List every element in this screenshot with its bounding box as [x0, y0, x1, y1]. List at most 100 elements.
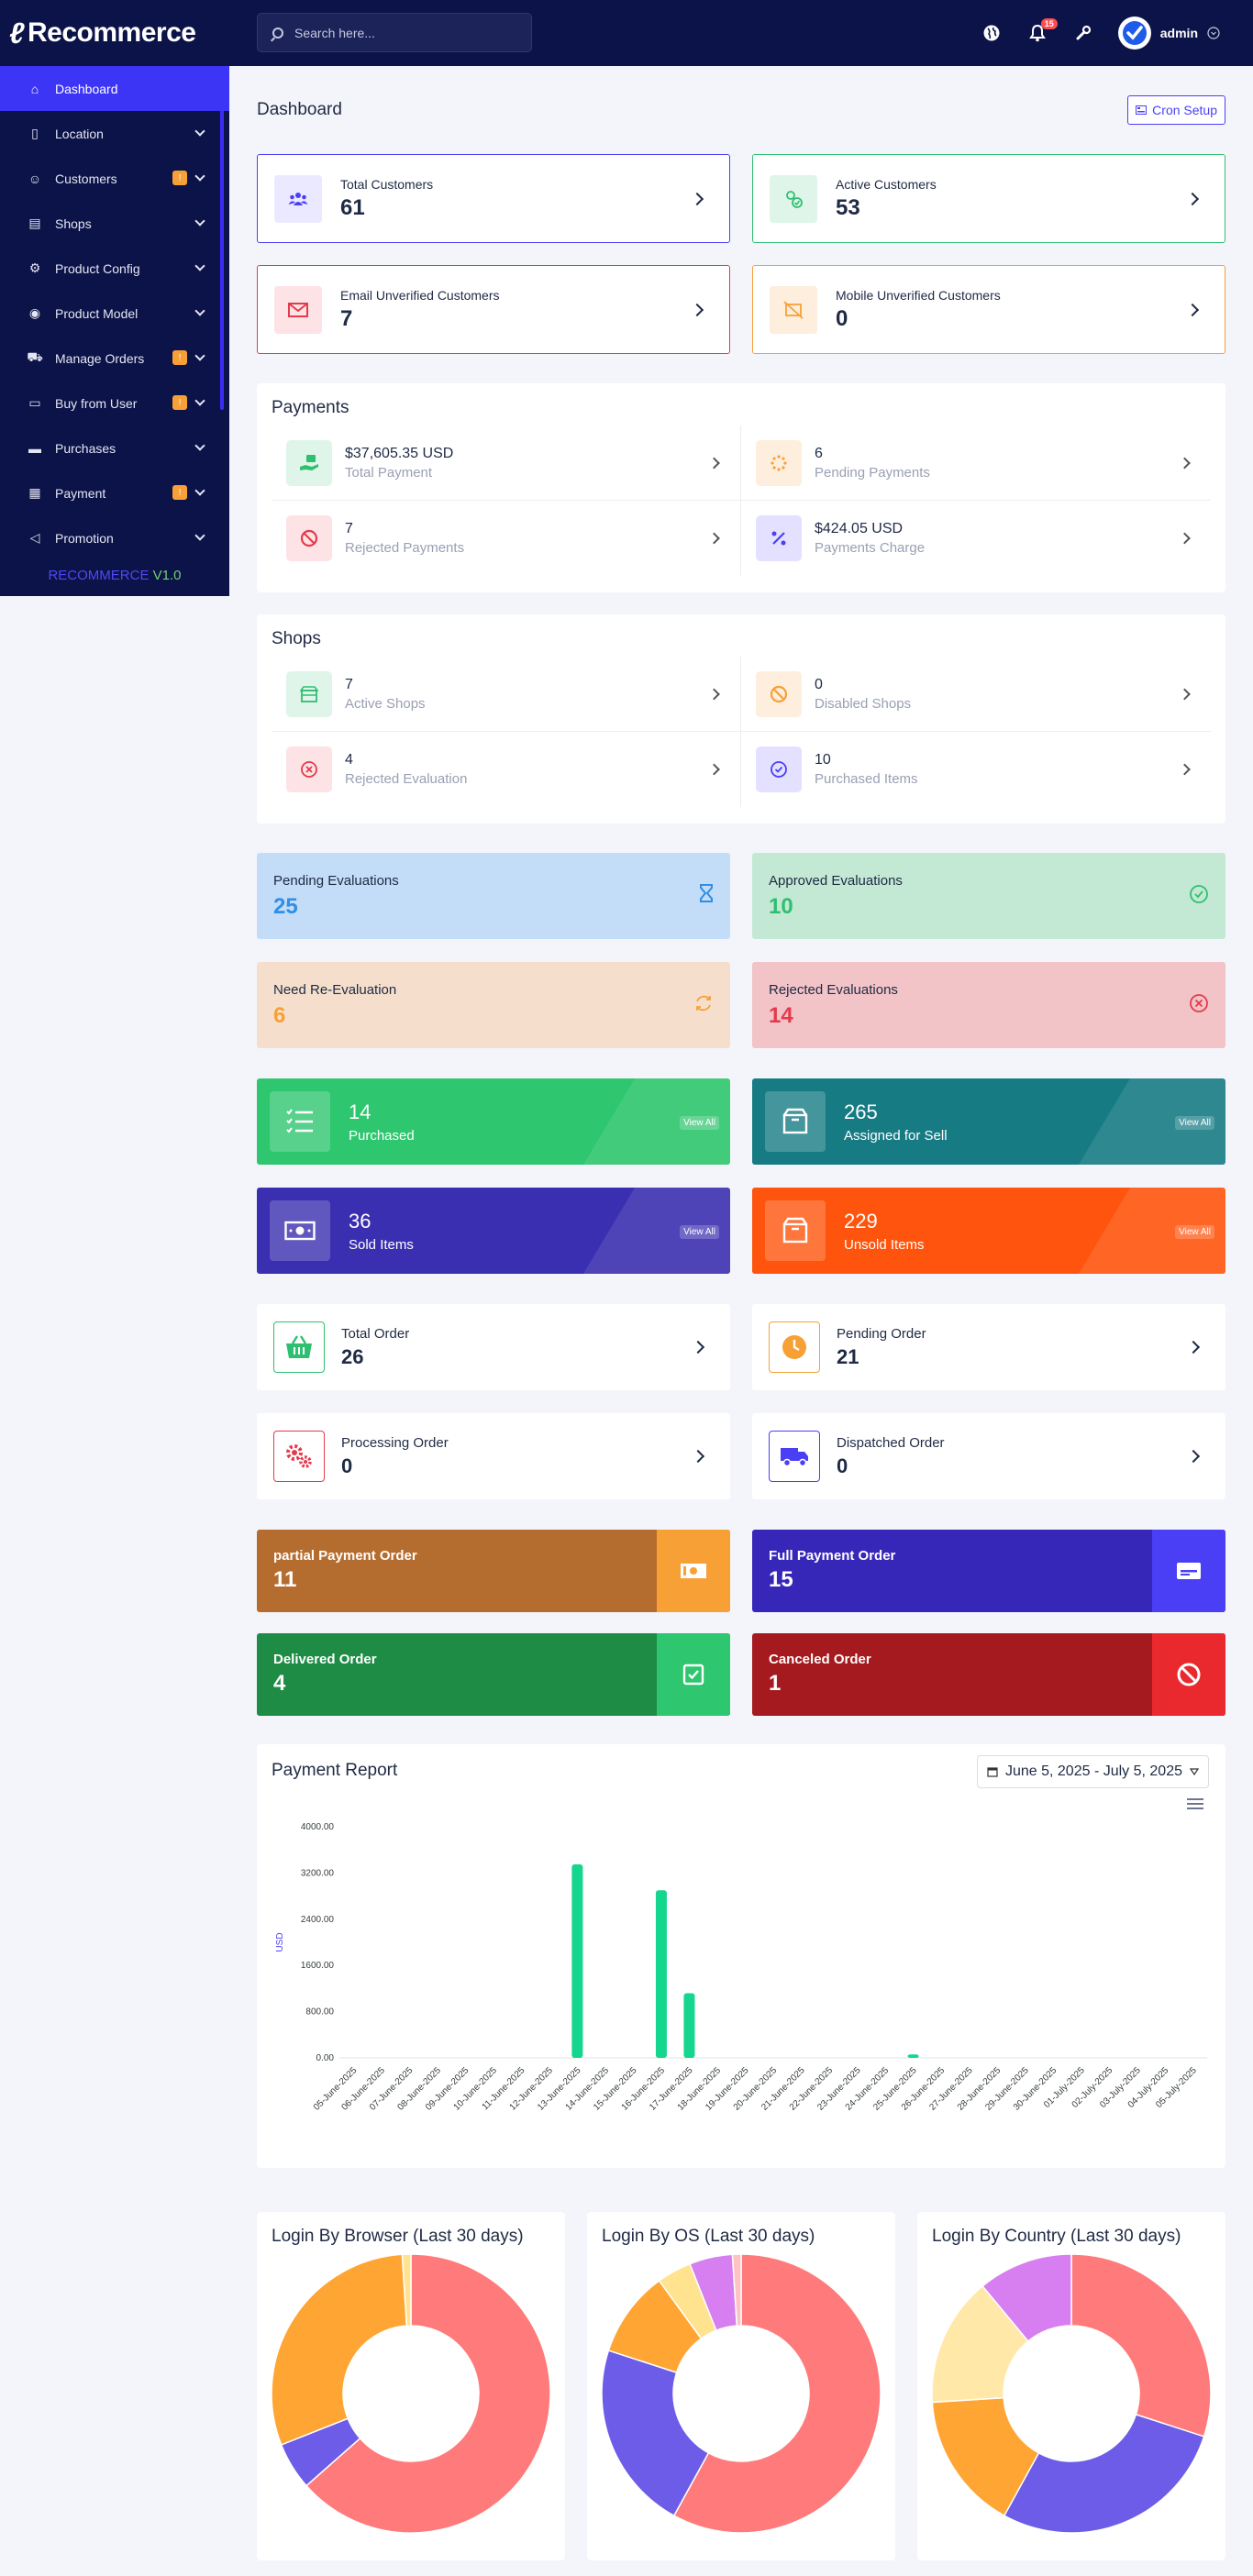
megaphone-icon: ◁ — [29, 530, 40, 545]
globe-icon[interactable] — [981, 22, 1003, 44]
y-tick-label: 0.00 — [316, 2053, 335, 2063]
chevron-right-icon — [691, 1340, 705, 1354]
order-status-card-delivered-order[interactable]: Delivered Order 4 — [257, 1633, 730, 1716]
order-card-total-order[interactable]: Total Order 26 — [257, 1304, 730, 1390]
card-label: Full Payment Order — [769, 1548, 896, 1564]
card-value: 10 — [769, 894, 793, 919]
item-label: Rejected Evaluation — [345, 771, 468, 787]
notification-bell-icon[interactable]: 15 — [1026, 18, 1058, 44]
donut-slice — [672, 2254, 881, 2533]
card-icon — [1152, 1530, 1225, 1612]
chart-menu-icon[interactable] — [1187, 1797, 1203, 1810]
items-card-purchased[interactable]: 14 Purchased View All — [257, 1078, 730, 1165]
ban-icon — [286, 515, 332, 561]
evaluation-card-rejected-evaluations[interactable]: Rejected Evaluations 14 — [752, 962, 1225, 1048]
wrench-icon[interactable] — [1072, 22, 1094, 44]
sidebar-item-customers[interactable]: ☺ Customers! — [0, 156, 229, 201]
evaluation-card-approved-evaluations[interactable]: Approved Evaluations 10 — [752, 853, 1225, 939]
payments-item-total-payment[interactable]: $37,605.35 USD Total Payment — [272, 426, 741, 501]
hand-money-icon — [286, 439, 332, 486]
shops-item-active-shops[interactable]: 7 Active Shops — [272, 657, 741, 732]
search-box[interactable] — [257, 13, 532, 52]
payment-icon: ▦ — [28, 485, 41, 500]
email-icon — [274, 285, 322, 334]
refresh-icon — [693, 993, 714, 1018]
sidebar-item-product-model[interactable]: ◉ Product Model — [0, 291, 229, 336]
sidebar-item-badge: ! — [172, 350, 187, 365]
sidebar-item-payment[interactable]: ▦ Payment! — [0, 470, 229, 515]
top-bar: ℓ Recommerce 15 admin — [0, 0, 1253, 66]
sidebar-item-badge: ! — [172, 485, 187, 500]
order-status-card-canceled-order[interactable]: Canceled Order 1 — [752, 1633, 1225, 1716]
view-all-link[interactable]: View All — [1175, 1116, 1214, 1130]
user-menu[interactable]: admin — [1117, 17, 1220, 50]
card-label: partial Payment Order — [273, 1548, 417, 1564]
sidebar-item-dashboard[interactable]: ⌂ Dashboard — [0, 66, 229, 111]
items-card-sold-items[interactable]: 36 Sold Items View All — [257, 1188, 730, 1274]
payments-item-payments-charge[interactable]: $424.05 USD Payments Charge — [741, 501, 1211, 576]
order-card-processing-order[interactable]: Processing Order 0 — [257, 1413, 730, 1499]
card-value: 0 — [837, 1454, 848, 1477]
sidebar-scrollbar[interactable] — [220, 66, 224, 410]
donut-slice — [731, 2254, 742, 2327]
sidebar-item-shops[interactable]: ▤ Shops — [0, 201, 229, 246]
login-os-panel: Login By OS (Last 30 days) — [587, 2212, 895, 2560]
customer-card-total-customers[interactable]: Total Customers 61 — [257, 154, 730, 243]
page-title: Dashboard — [257, 100, 342, 119]
sidebar-item-purchases[interactable]: ▬ Purchases — [0, 426, 229, 470]
app-logo[interactable]: ℓ Recommerce — [0, 17, 229, 50]
item-label: Payments Charge — [815, 540, 926, 556]
sidebar-item-product-config[interactable]: ⚙ Product Config — [0, 246, 229, 291]
items-card-unsold-items[interactable]: 229 Unsold Items View All — [752, 1188, 1225, 1274]
check-square-icon — [657, 1633, 730, 1716]
item-value: 7 — [345, 676, 353, 692]
view-all-link[interactable]: View All — [1175, 1225, 1214, 1239]
items-card-assigned-for-sell[interactable]: 265 Assigned for Sell View All — [752, 1078, 1225, 1165]
card-value: 14 — [769, 1003, 793, 1028]
item-value: $424.05 USD — [815, 521, 904, 536]
customer-card-mobile-unverified-customers[interactable]: Mobile Unverified Customers 0 — [752, 265, 1225, 354]
shops-item-rejected-evaluation[interactable]: 4 Rejected Evaluation — [272, 732, 741, 807]
bar — [571, 1863, 583, 2058]
card-label: Purchased — [349, 1127, 415, 1144]
sidebar-item-manage-orders[interactable]: ⛟ Manage Orders! — [0, 336, 229, 381]
sidebar-item-location[interactable]: ▯ Location — [0, 111, 229, 156]
customer-card-email-unverified-customers[interactable]: Email Unverified Customers 7 — [257, 265, 730, 354]
item-value: 10 — [815, 752, 831, 768]
donut-slice — [981, 2254, 1072, 2343]
order-card-pending-order[interactable]: Pending Order 21 — [752, 1304, 1225, 1390]
chevron-down-icon — [194, 350, 205, 361]
card-value: 15 — [769, 1567, 793, 1592]
sidebar-item-promotion[interactable]: ◁ Promotion — [0, 515, 229, 560]
cron-setup-button[interactable]: Cron Setup — [1127, 95, 1225, 125]
ban-icon — [756, 670, 802, 717]
truck-icon — [769, 1431, 820, 1482]
donut-slice — [602, 2349, 710, 2517]
sidebar-item-label: Promotion — [55, 530, 114, 546]
view-all-link[interactable]: View All — [680, 1225, 719, 1239]
chevron-down-icon — [194, 171, 205, 182]
shops-item-disabled-shops[interactable]: 0 Disabled Shops — [741, 657, 1211, 732]
customer-card-active-customers[interactable]: Active Customers 53 — [752, 154, 1225, 243]
payment-bar-chart: 0.00 800.00 1600.00 2400.00 3200.00 4000.00 US… — [275, 1822, 1207, 2113]
evaluation-card-pending-evaluations[interactable]: Pending Evaluations 25 — [257, 853, 730, 939]
item-value: 4 — [345, 752, 353, 768]
view-all-link[interactable]: View All — [680, 1116, 719, 1130]
chevron-down-icon — [194, 395, 205, 406]
order-status-card-partial-payment-order[interactable]: partial Payment Order 11 — [257, 1530, 730, 1612]
chevron-right-icon — [708, 457, 720, 469]
payments-item-pending-payments[interactable]: 6 Pending Payments — [741, 426, 1211, 501]
shop-icon — [286, 670, 332, 717]
search-input[interactable] — [294, 25, 515, 40]
evaluation-card-need-re-evaluation[interactable]: Need Re-Evaluation 6 — [257, 962, 730, 1048]
card-label: Processing Order — [341, 1434, 449, 1451]
chevron-right-icon — [708, 763, 720, 776]
shops-item-purchased-items[interactable]: 10 Purchased Items — [741, 732, 1211, 807]
card-label: Email Unverified Customers — [340, 287, 500, 303]
order-card-dispatched-order[interactable]: Dispatched Order 0 — [752, 1413, 1225, 1499]
payments-item-rejected-payments[interactable]: 7 Rejected Payments — [272, 501, 741, 576]
card-label: Mobile Unverified Customers — [836, 287, 1001, 303]
order-status-card-full-payment-order[interactable]: Full Payment Order 15 — [752, 1530, 1225, 1612]
sidebar-item-buy-from-user[interactable]: ▭ Buy from User! — [0, 381, 229, 426]
date-range-picker[interactable]: June 5, 2025 - July 5, 2025 — [976, 1755, 1209, 1788]
